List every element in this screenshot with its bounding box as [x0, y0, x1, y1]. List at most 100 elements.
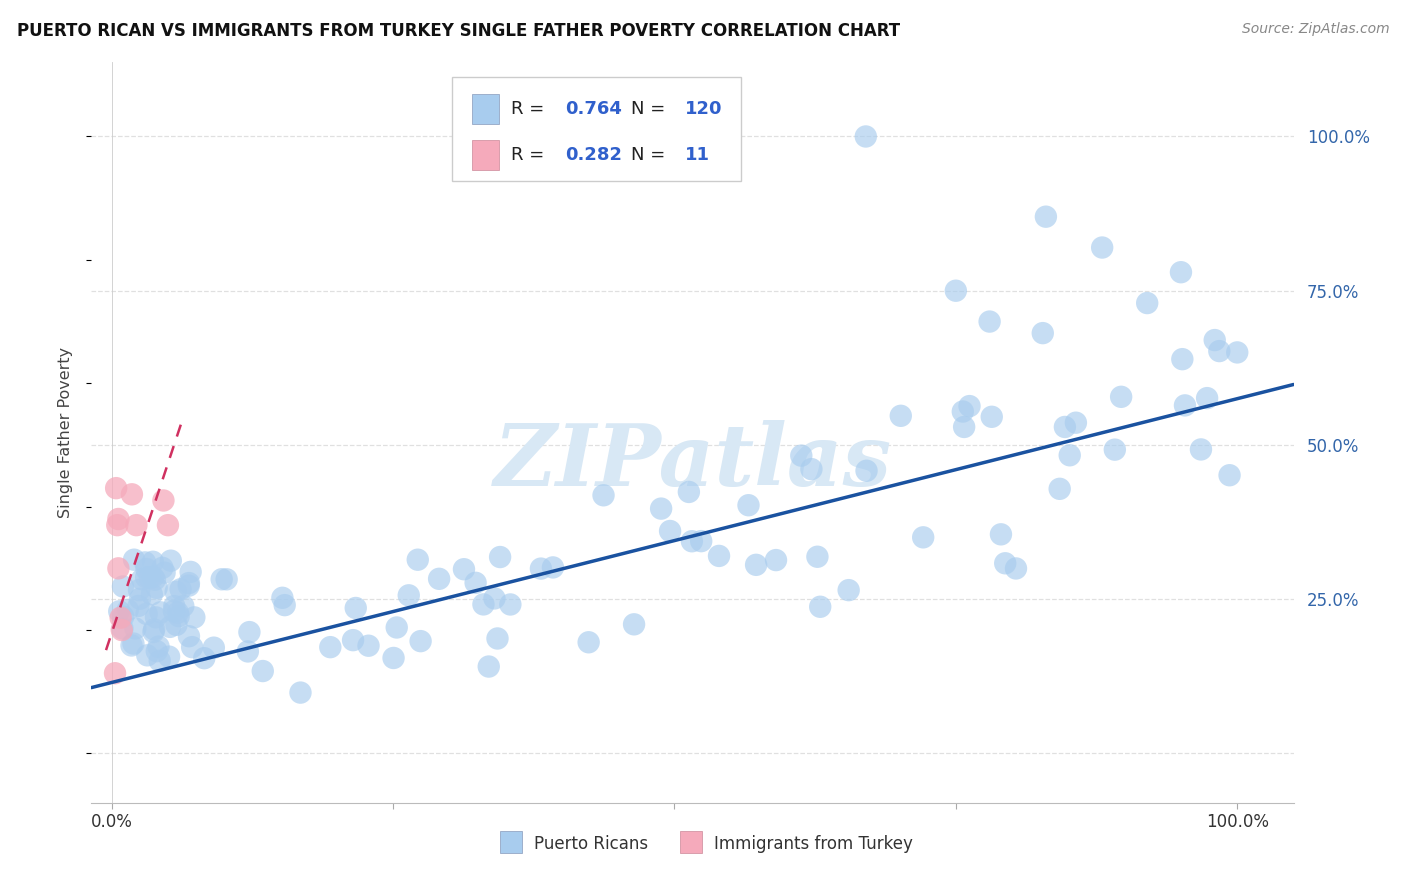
Text: 120: 120 — [685, 100, 723, 118]
Point — [1226, 345, 1249, 359]
Point — [484, 591, 506, 606]
Point — [945, 284, 967, 298]
Point — [193, 651, 215, 665]
Point — [177, 579, 200, 593]
Text: R =: R = — [510, 100, 550, 118]
Point — [107, 561, 129, 575]
Point — [808, 599, 831, 614]
Point — [141, 587, 163, 601]
Point — [357, 639, 380, 653]
Point — [122, 552, 145, 566]
Point — [1053, 420, 1076, 434]
Point — [952, 404, 974, 418]
Point — [135, 570, 157, 584]
Point — [806, 549, 828, 564]
Point — [990, 527, 1012, 541]
Point — [1005, 561, 1028, 575]
Point — [143, 623, 166, 637]
Text: 0.282: 0.282 — [565, 146, 621, 164]
Point — [105, 481, 128, 495]
FancyBboxPatch shape — [451, 78, 741, 181]
Point — [159, 620, 181, 634]
Point — [111, 622, 134, 636]
Point — [453, 562, 475, 576]
Point — [406, 552, 429, 566]
Point — [143, 573, 166, 587]
Point — [912, 530, 935, 544]
Text: Puerto Ricans: Puerto Ricans — [534, 835, 648, 853]
Point — [136, 648, 159, 663]
Point — [121, 639, 143, 653]
Point — [800, 462, 823, 476]
Point — [344, 601, 367, 615]
Point — [427, 572, 450, 586]
Point — [148, 640, 170, 654]
Point — [145, 581, 167, 595]
FancyBboxPatch shape — [472, 95, 499, 124]
Point — [156, 518, 179, 533]
Point — [707, 549, 730, 563]
Text: 11: 11 — [685, 146, 710, 164]
Point — [1064, 416, 1087, 430]
Y-axis label: Single Father Poverty: Single Father Poverty — [58, 347, 73, 518]
Point — [855, 464, 877, 478]
Point — [128, 583, 150, 598]
Point — [486, 632, 509, 646]
Point — [953, 420, 976, 434]
Point — [1035, 210, 1057, 224]
Point — [659, 524, 682, 538]
Point — [472, 598, 495, 612]
Point — [111, 580, 134, 594]
Point — [107, 512, 129, 526]
Point — [650, 501, 672, 516]
Point — [1174, 398, 1197, 412]
Point — [135, 562, 157, 576]
Point — [157, 649, 180, 664]
Point — [959, 399, 981, 413]
Point — [1204, 333, 1226, 347]
Point — [271, 591, 294, 605]
Point — [1059, 448, 1081, 462]
Point — [385, 620, 408, 634]
Point — [478, 659, 501, 673]
Point — [890, 409, 912, 423]
Point — [108, 604, 131, 618]
Point — [1219, 468, 1241, 483]
Legend:  — [1275, 70, 1286, 80]
Point — [135, 607, 157, 621]
Point — [183, 610, 205, 624]
Point — [765, 553, 787, 567]
Point — [745, 558, 768, 572]
Point — [117, 603, 139, 617]
Point — [252, 664, 274, 678]
Point — [979, 315, 1001, 329]
Point — [1189, 442, 1212, 457]
Point — [623, 617, 645, 632]
Point — [131, 572, 153, 586]
FancyBboxPatch shape — [472, 140, 499, 169]
Point — [163, 604, 186, 618]
Point — [142, 555, 165, 569]
Point — [409, 634, 432, 648]
Point — [236, 644, 259, 658]
Point — [838, 583, 860, 598]
Point — [1049, 482, 1071, 496]
Point — [994, 556, 1017, 570]
Point — [215, 572, 238, 586]
Point — [145, 644, 167, 658]
Text: N =: N = — [631, 146, 671, 164]
Point — [398, 588, 420, 602]
Point — [855, 129, 877, 144]
Point — [129, 591, 152, 606]
Point — [166, 606, 188, 620]
Point — [382, 651, 405, 665]
Point — [127, 599, 149, 613]
Point — [145, 610, 167, 624]
Point — [464, 575, 486, 590]
Point — [790, 449, 813, 463]
Point — [142, 570, 165, 584]
Point — [177, 629, 200, 643]
Point — [112, 609, 135, 624]
Point — [980, 409, 1002, 424]
Text: 0.764: 0.764 — [565, 100, 621, 118]
